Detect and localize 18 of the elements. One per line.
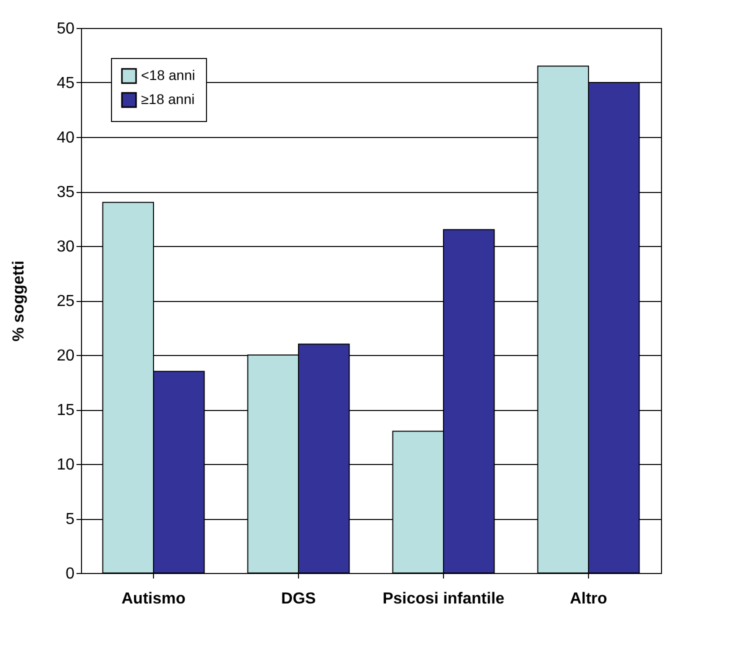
x-tick-label: DGS	[281, 590, 316, 608]
y-tick-label: 15	[56, 402, 75, 419]
x-tick-label: Psicosi infantile	[382, 590, 505, 608]
x-tick-label: Altro	[570, 590, 608, 608]
y-tick-label: 0	[66, 566, 75, 582]
y-tick-label: 30	[56, 238, 75, 256]
legend-label: ≥18 anni	[141, 91, 195, 107]
y-tick-label: 40	[56, 130, 75, 146]
y-tick-label: 20	[56, 348, 75, 364]
y-axis-title: % soggetti	[10, 260, 28, 342]
y-tick-label: 50	[56, 20, 75, 38]
legend-label: <18 anni	[141, 67, 196, 83]
y-tick-label: 35	[56, 184, 75, 201]
y-tick-label: 10	[56, 456, 75, 474]
y-tick-label: 25	[56, 293, 75, 310]
x-tick-label: Autismo	[122, 590, 186, 608]
y-tick-label: 45	[56, 75, 75, 92]
y-tick-label: 5	[66, 511, 75, 528]
